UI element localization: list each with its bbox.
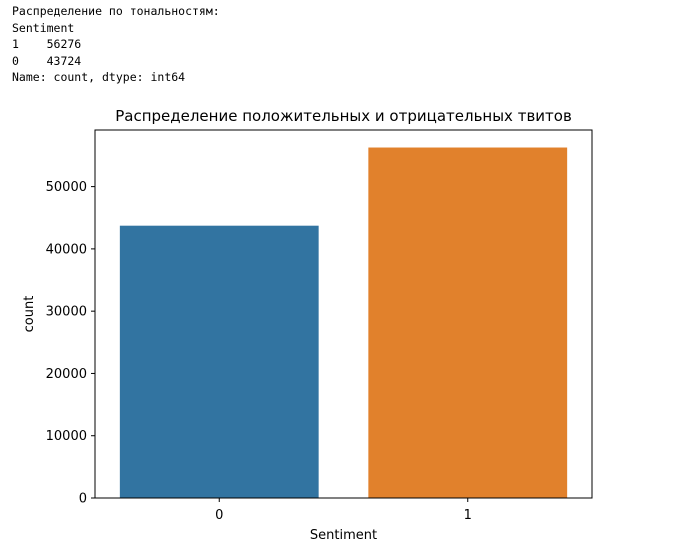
y-tick-label: 50000 (46, 180, 87, 195)
plot-frame (94, 129, 593, 499)
console-line: Sentiment (12, 20, 75, 35)
y-tick-label: 20000 (46, 367, 87, 382)
y-tick-label: 30000 (46, 305, 87, 320)
y-axis-label: count (22, 296, 37, 333)
bar-1 (368, 147, 568, 498)
chart-title: Распределение положительных и отрицатель… (115, 107, 572, 125)
y-tick-label: 40000 (46, 242, 87, 257)
x-tick-label: 0 (215, 508, 223, 523)
y-axis: 0 10000 20000 30000 40000 50000 (46, 180, 95, 507)
console-line: 1 56276 (12, 37, 82, 51)
console-line: Распределение по тональностям: (12, 4, 220, 18)
x-tick-label: 1 (464, 508, 472, 523)
x-axis-label: Sentiment (310, 528, 377, 543)
console-line: 0 43724 (12, 53, 82, 68)
bars-group (119, 147, 568, 498)
y-tick-label: 0 (79, 492, 87, 507)
y-tick-label: 10000 (46, 429, 87, 444)
bar-0 (119, 225, 319, 498)
console-output: Распределение по тональностям: Sentiment 1… (12, 3, 220, 86)
console-line: Name: count, dtype: int64 (12, 70, 186, 84)
